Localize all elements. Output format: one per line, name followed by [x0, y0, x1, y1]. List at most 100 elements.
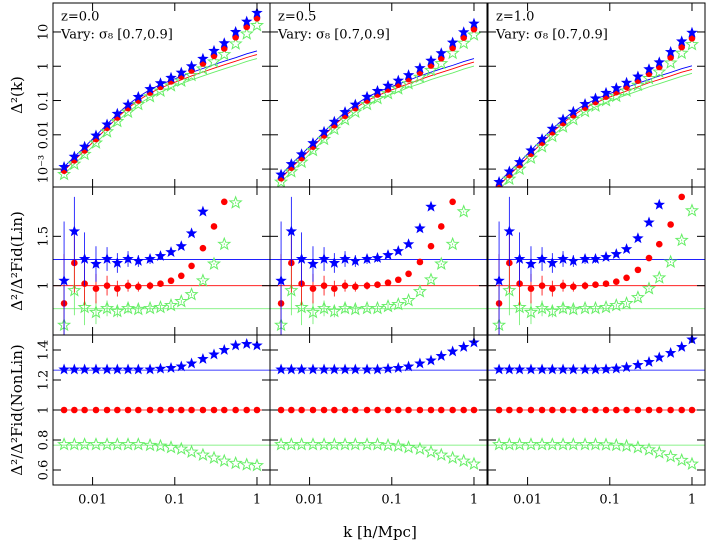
data-point [249, 18, 265, 32]
data-point [241, 338, 253, 349]
data-point [110, 113, 125, 128]
data-point [305, 304, 321, 319]
data-point [341, 282, 349, 289]
data-point [458, 341, 470, 352]
data-point [284, 283, 299, 297]
data-point [579, 363, 591, 375]
data-point [600, 251, 612, 262]
data-point [380, 437, 396, 452]
data-point [589, 92, 602, 104]
data-point [523, 304, 539, 319]
data-point [374, 406, 381, 414]
panel-frame [269, 334, 488, 486]
data-point [546, 363, 559, 375]
data-point [667, 221, 674, 228]
data-point [427, 242, 435, 250]
data-point [600, 86, 612, 98]
data-point [612, 278, 620, 286]
data-point [414, 222, 426, 234]
y-tick-label: 1 [37, 282, 52, 290]
data-point [88, 304, 104, 319]
data-point [645, 254, 653, 262]
data-point [634, 406, 642, 414]
data-point [359, 437, 375, 451]
data-point [525, 363, 537, 375]
data-point [436, 176, 447, 187]
data-point [641, 281, 657, 295]
data-point [275, 274, 287, 286]
data-point [318, 253, 330, 264]
data-point [208, 176, 219, 187]
data-point [218, 37, 230, 49]
data-point [676, 35, 688, 47]
data-point [363, 406, 371, 414]
data-point [288, 406, 295, 414]
data-point [392, 74, 404, 86]
data-point [466, 27, 482, 41]
data-point [609, 88, 624, 103]
data-point [557, 363, 569, 375]
y-tick-label: 10⁻³ [37, 155, 52, 184]
data-point [559, 282, 567, 289]
data-point [339, 106, 351, 117]
data-point [612, 406, 620, 414]
data-point [678, 43, 686, 51]
data-point [445, 236, 460, 251]
data-point [506, 406, 513, 414]
data-point [555, 437, 571, 451]
data-point [175, 240, 187, 252]
data-point [435, 350, 447, 361]
data-point [131, 96, 146, 111]
data-point [229, 25, 242, 37]
data-point [503, 363, 516, 375]
data-point [135, 406, 142, 414]
data-point [534, 139, 550, 153]
x-tick-label: 0.01 [513, 493, 542, 508]
data-point [527, 406, 535, 414]
data-point [146, 406, 154, 414]
data-point [361, 363, 373, 375]
data-point [165, 246, 177, 257]
data-point [470, 406, 478, 414]
data-point [253, 15, 261, 22]
data-point [188, 406, 195, 414]
data-point [154, 362, 167, 374]
data-point [298, 406, 305, 414]
x-tick-label: 1 [688, 493, 696, 508]
data-point [566, 301, 581, 316]
data-point [111, 256, 124, 268]
data-point [688, 406, 696, 414]
data-point [120, 437, 136, 451]
data-point [352, 406, 359, 414]
data-point [557, 253, 569, 264]
data-point [674, 232, 689, 247]
data-point [592, 406, 599, 414]
data-point [163, 440, 179, 454]
data-point [460, 154, 467, 161]
data-point [619, 83, 634, 97]
data-point [154, 250, 167, 261]
y-tick-label: 1 [37, 62, 52, 70]
data-point [316, 300, 332, 315]
data-point [538, 282, 546, 289]
data-point [392, 245, 404, 256]
data-point [184, 67, 199, 82]
data-point [110, 437, 125, 451]
data-point [549, 285, 556, 292]
data-point [523, 150, 539, 165]
data-point [581, 406, 589, 414]
data-point [503, 225, 516, 237]
data-point [513, 363, 526, 375]
data-point [502, 283, 517, 297]
data-point [307, 137, 319, 149]
data-point [382, 79, 394, 91]
data-point [153, 83, 168, 97]
data-point [653, 56, 665, 68]
data-point [380, 86, 396, 100]
y-tick-label: 0.01 [37, 120, 52, 149]
data-point [320, 282, 328, 289]
annotation: Vary: σ₈ [0.7,0.9] [277, 28, 390, 43]
y-tick-label: 0.8 [37, 430, 52, 451]
data-point [434, 447, 449, 462]
data-point [348, 301, 363, 316]
